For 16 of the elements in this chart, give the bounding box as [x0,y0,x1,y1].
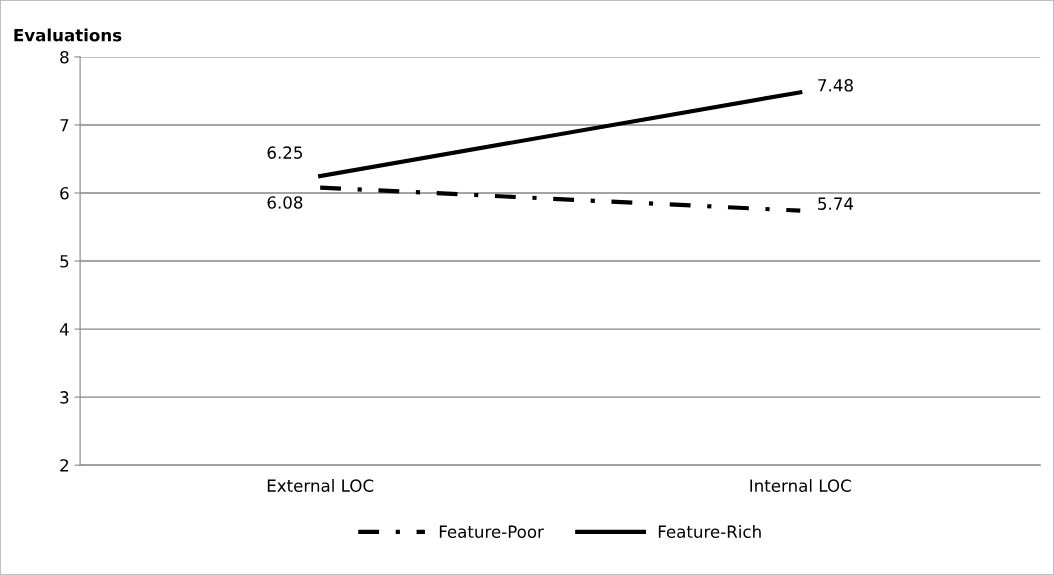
y-tick-label: 4 [59,323,69,336]
x-tick-label: Internal LOC [750,479,851,492]
data-label: 5.74 [818,197,854,210]
legend-label: Feature-Rich [658,525,761,538]
y-tick-label: 2 [60,459,69,472]
y-axis-title: Evaluations [14,28,122,42]
data-label: 6.25 [267,146,303,159]
y-tick-label: 7 [60,119,69,132]
legend-label: Feature-Poor [439,525,544,538]
data-label: 6.08 [267,196,303,209]
y-tick-label: 8 [60,50,69,64]
y-tick-label: 3 [60,391,69,404]
y-tick-label: 6 [60,186,69,200]
data-label: 7.48 [818,78,853,92]
y-tick-label: 5 [60,255,69,268]
x-tick-label: External LOC [267,479,374,492]
